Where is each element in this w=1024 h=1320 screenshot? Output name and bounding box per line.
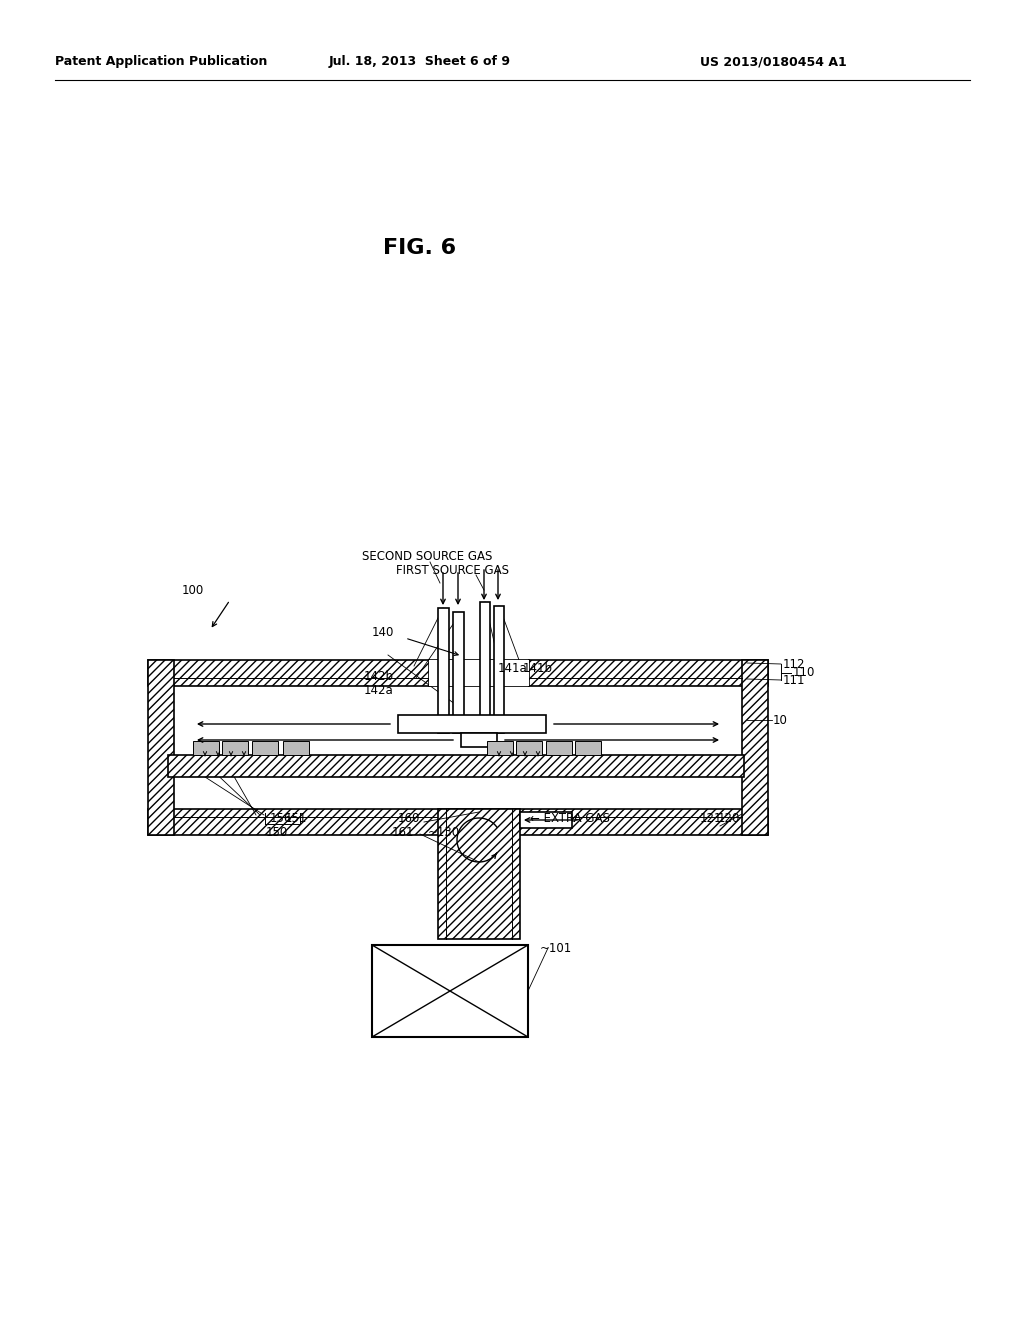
Text: 120: 120 [718, 812, 740, 825]
Text: Patent Application Publication: Patent Application Publication [55, 55, 267, 69]
Text: 141b: 141b [523, 661, 553, 675]
Text: 142b: 142b [364, 669, 394, 682]
Text: ← EXTRA GAS: ← EXTRA GAS [530, 812, 610, 825]
Text: Jul. 18, 2013  Sheet 6 of 9: Jul. 18, 2013 Sheet 6 of 9 [329, 55, 511, 69]
Text: 156: 156 [270, 812, 293, 825]
Bar [438, 809, 520, 939]
Text: 151: 151 [285, 812, 307, 825]
Text: US 2013/0180454 A1: US 2013/0180454 A1 [700, 55, 847, 69]
Bar [742, 660, 768, 836]
Bar [148, 660, 768, 686]
Text: ~130: ~130 [428, 825, 460, 838]
Bar [398, 715, 546, 733]
Text: 141a: 141a [498, 661, 527, 675]
Bar [429, 660, 529, 686]
Text: 112: 112 [783, 657, 806, 671]
Text: 161: 161 [392, 825, 415, 838]
Bar [372, 945, 528, 1038]
Text: SECOND SOURCE GAS: SECOND SOURCE GAS [362, 549, 493, 562]
Bar [174, 686, 742, 809]
Bar [193, 741, 219, 755]
Text: ~101: ~101 [540, 941, 572, 954]
Bar [148, 809, 768, 836]
Bar [168, 755, 744, 777]
Bar [516, 741, 542, 755]
Text: 10: 10 [773, 714, 787, 726]
Bar [148, 660, 174, 836]
Bar [575, 741, 601, 755]
Bar [480, 602, 490, 733]
Bar [453, 612, 464, 733]
Bar [487, 741, 513, 755]
Bar [461, 733, 497, 747]
Text: 100: 100 [182, 583, 204, 597]
Bar [438, 609, 449, 733]
Text: 121: 121 [700, 812, 723, 825]
Text: 150: 150 [266, 825, 288, 838]
Text: 110: 110 [793, 667, 815, 680]
Bar [520, 812, 572, 828]
Text: FIG. 6: FIG. 6 [383, 238, 457, 257]
Bar [546, 741, 572, 755]
Text: 160: 160 [398, 812, 421, 825]
Bar [494, 606, 504, 733]
Text: 140: 140 [372, 627, 394, 639]
Bar [283, 741, 309, 755]
Text: FIRST SOURCE GAS: FIRST SOURCE GAS [396, 565, 509, 578]
Bar [222, 741, 248, 755]
Text: 142a: 142a [364, 684, 394, 697]
Bar [252, 741, 278, 755]
Text: 111: 111 [783, 673, 806, 686]
